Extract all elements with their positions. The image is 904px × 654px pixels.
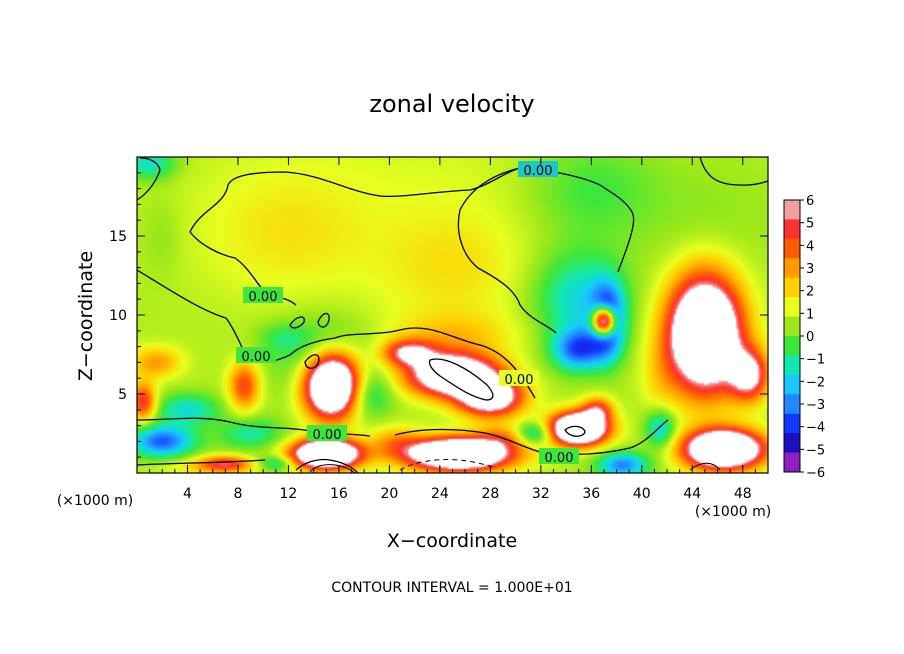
colorbar: 6 5 4 3 2 1 0 −1 −2 −3 −4 −5 −6: [783, 194, 825, 481]
colorbar-swatch: [784, 277, 800, 298]
colorbar-swatch: [784, 336, 800, 356]
y-tick-label: 10: [109, 308, 127, 324]
x-tick-label: 16: [330, 486, 348, 502]
colorbar-swatch: [784, 238, 800, 259]
colorbar-swatch: [784, 413, 800, 434]
colorbar-label: −6: [806, 466, 825, 481]
colorbar-label: 1: [806, 307, 814, 322]
colorbar-swatch: [784, 316, 800, 337]
colorbar-label: 6: [806, 194, 814, 209]
x-axis-unit: (×1000 m): [695, 504, 771, 520]
x-axis-label: X−coordinate: [387, 530, 517, 552]
colorbar-swatch: [784, 355, 800, 376]
colorbar-swatch: [784, 297, 800, 318]
y-axis-label: Z−coordinate: [75, 251, 97, 381]
colorbar-label: −5: [806, 443, 825, 458]
y-tick-label: 5: [118, 387, 127, 403]
colorbar-swatch: [784, 258, 800, 279]
colorbar-swatch: [784, 433, 800, 454]
colorbar-swatch: [784, 394, 800, 415]
contour-interval-note: CONTOUR INTERVAL = 1.000E+01: [331, 580, 572, 596]
chart-title: zonal velocity: [369, 90, 534, 118]
x-tick-label: 40: [633, 486, 651, 502]
x-tick-label: 28: [481, 486, 499, 502]
colorbar-swatch: [784, 374, 800, 395]
colorbar-label: 5: [806, 217, 814, 232]
colorbar-label: −4: [806, 421, 825, 436]
colorbar-label: 3: [806, 262, 814, 277]
colorbar-label: 2: [806, 285, 814, 300]
y-axis: 5 10 15: [109, 172, 768, 458]
colorbar-label: 4: [806, 239, 814, 254]
x-tick-label: 4: [183, 486, 192, 502]
x-axis: 4 8 12 16 20 24 28 32 36 40 44 48: [149, 157, 756, 502]
contour-labels: 0.00 0.00 0.00 0.00 0.00 0.00: [236, 161, 579, 466]
velocity-field-heatmap: [137, 157, 768, 473]
colorbar-swatch: [784, 452, 800, 473]
x-tick-label: 32: [532, 486, 550, 502]
contour-label: 0.00: [505, 373, 534, 388]
colorbar-swatch: [784, 219, 800, 240]
x-tick-label: 44: [683, 486, 701, 502]
contour-label: 0.00: [249, 290, 278, 305]
colorbar-label: −3: [806, 398, 825, 413]
x-tick-label: 24: [431, 486, 449, 502]
colorbar-label: −2: [806, 375, 825, 390]
contour-label: 0.00: [313, 428, 342, 443]
plot-area: 0.00 0.00 0.00 0.00 0.00 0.00: [137, 157, 768, 473]
colorbar-label: 0: [806, 330, 814, 345]
x-tick-label: 12: [280, 486, 298, 502]
colorbar-label: −1: [806, 353, 825, 368]
y-axis-unit: (×1000 m): [57, 493, 133, 509]
x-tick-label: 20: [380, 486, 398, 502]
x-tick-label: 48: [734, 486, 752, 502]
contour-label: 0.00: [545, 451, 574, 466]
colorbar-swatch: [784, 200, 800, 220]
x-tick-label: 36: [582, 486, 600, 502]
x-tick-label: 8: [233, 486, 242, 502]
y-tick-label: 15: [109, 229, 127, 245]
contour-label: 0.00: [524, 164, 553, 179]
contour-label: 0.00: [242, 350, 271, 365]
